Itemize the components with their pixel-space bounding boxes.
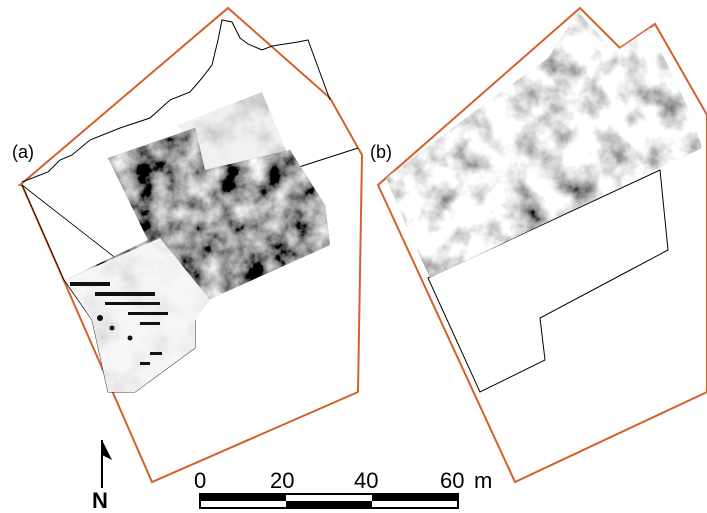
north-arrow-label: N	[92, 488, 108, 513]
panel-a-survey-outline	[21, 19, 331, 183]
scale-tick-40: 40	[354, 468, 378, 493]
panel-b: (b)	[370, 6, 707, 484]
north-arrow: N	[92, 440, 112, 513]
panel-a-label: (a)	[12, 142, 34, 162]
panel-a-survey-outline-lower	[295, 147, 359, 169]
scale-seg-3	[372, 494, 458, 501]
scale-tick-20: 20	[270, 468, 294, 493]
scale-unit: m	[474, 468, 492, 493]
scale-seg-2	[286, 501, 372, 508]
scale-tick-60: 60	[440, 468, 464, 493]
panel-a: (a)	[12, 6, 364, 484]
panel-b-survey-outline	[427, 169, 669, 393]
scale-seg-1	[200, 494, 286, 501]
scale-tick-0: 0	[194, 468, 206, 493]
scale-bar: 0 20 40 60 m	[194, 468, 492, 509]
north-arrow-head-icon	[102, 440, 112, 460]
panel-b-label: (b)	[370, 142, 392, 162]
